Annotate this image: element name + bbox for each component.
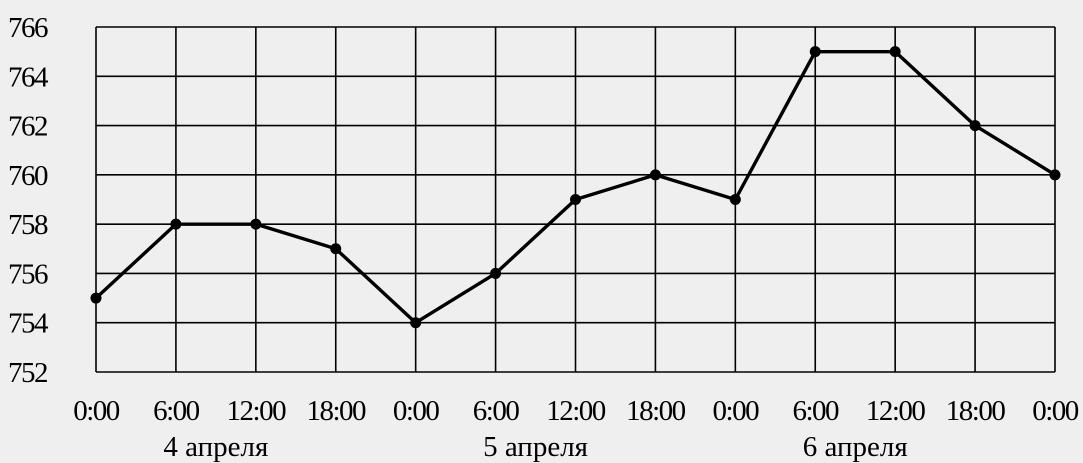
data-point <box>490 267 502 279</box>
date-label: 6 апреля <box>803 431 908 463</box>
grid <box>95 26 1056 373</box>
date-label: 4 апреля <box>163 431 268 463</box>
data-point <box>330 243 342 255</box>
x-tick-label: 12:00 <box>227 395 287 427</box>
x-tick-label: 12:00 <box>866 395 926 427</box>
data-point <box>969 120 981 132</box>
x-tick-label: 6:00 <box>792 395 839 427</box>
data-point <box>410 317 422 329</box>
y-axis-tick-labels: 752 754 756 758 760 762 764 766 <box>8 12 51 389</box>
x-tick-label: 6:00 <box>153 395 200 427</box>
data-point <box>170 218 182 230</box>
x-axis-tick-labels: 0:00 6:00 12:00 18:00 0:00 6:00 12:00 18:00 0:00… <box>73 395 1080 427</box>
data-point <box>729 194 741 205</box>
x-tick-label: 0:00 <box>713 395 760 427</box>
y-tick-label: 756 <box>8 258 48 290</box>
x-tick-label: 12:00 <box>546 395 606 427</box>
y-tick-label: 762 <box>8 111 47 143</box>
y-tick-label: 754 <box>8 308 49 340</box>
x-tick-label: 18:00 <box>626 395 686 427</box>
x-tick-label: 0:00 <box>73 395 120 427</box>
x-tick-label: 6:00 <box>473 395 520 427</box>
x-tick-label: 0:00 <box>393 395 440 427</box>
data-point <box>90 292 102 304</box>
data-point <box>250 218 262 230</box>
date-labels: 4 апреля 5 апреля 6 апреля <box>163 431 907 463</box>
data-point <box>1049 169 1061 181</box>
y-tick-label: 758 <box>8 209 48 241</box>
data-points <box>90 46 1061 329</box>
x-tick-label: 18:00 <box>306 395 366 427</box>
y-tick-label: 752 <box>8 357 47 389</box>
data-point <box>809 46 821 58</box>
x-tick-label: 0:00 <box>1032 395 1079 427</box>
date-label: 5 апреля <box>483 431 588 463</box>
x-tick-label: 18:00 <box>946 395 1006 427</box>
y-tick-label: 760 <box>8 160 48 192</box>
data-point <box>889 46 901 58</box>
data-point <box>649 169 661 181</box>
y-tick-label: 766 <box>8 12 48 44</box>
data-point <box>570 194 581 205</box>
y-tick-label: 764 <box>8 61 49 93</box>
